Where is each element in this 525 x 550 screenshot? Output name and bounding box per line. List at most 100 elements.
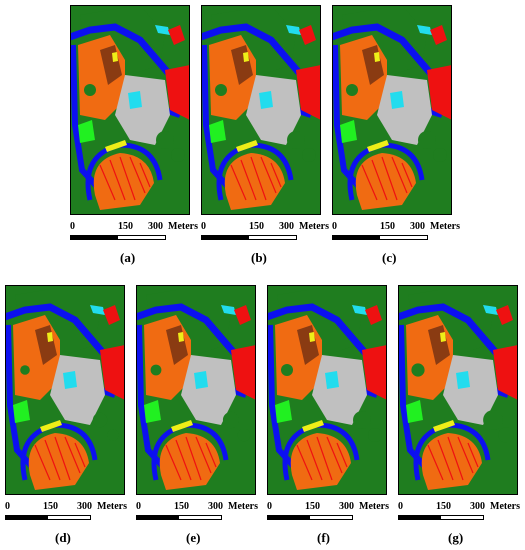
tick-300: 300 <box>148 221 163 232</box>
lime-patch <box>340 120 357 143</box>
red-right <box>427 65 452 120</box>
yellow-mark <box>440 332 446 342</box>
red-right <box>362 345 387 400</box>
unit-label: Meters <box>490 501 520 512</box>
orange-field <box>224 153 285 210</box>
tree <box>418 131 436 149</box>
parking-lot <box>181 355 236 425</box>
red-top <box>234 305 251 325</box>
tree <box>237 428 251 442</box>
yellow-mark <box>178 332 184 342</box>
orange-field <box>93 153 154 210</box>
tick-0: 0 <box>70 221 75 232</box>
panel-e <box>136 285 256 495</box>
field-stripes <box>296 436 348 481</box>
yellow-strip <box>433 420 455 432</box>
red-top <box>103 305 120 325</box>
cyan-roof-2 <box>90 305 105 315</box>
scalebar-c: 0 150 300 Meters <box>332 222 472 242</box>
scale-bar <box>70 235 166 240</box>
lime-patch <box>78 120 95 143</box>
red-top <box>365 305 382 325</box>
yellow-strip <box>367 140 389 152</box>
classification-map <box>5 285 125 495</box>
tick-0: 0 <box>398 501 403 512</box>
scale-bar <box>201 235 297 240</box>
cyan-roof-2 <box>417 25 432 35</box>
road-left <box>70 44 103 193</box>
yellow-strip <box>171 420 193 432</box>
cyan-roof-2 <box>221 305 236 315</box>
tick-0: 0 <box>332 221 337 232</box>
map-frame <box>398 285 518 495</box>
tree <box>498 427 514 443</box>
classification-map <box>136 285 256 495</box>
unit-label: Meters <box>228 501 258 512</box>
scalebar-a: 0 150 300 Meters <box>70 222 210 242</box>
cyan-roof <box>63 371 77 389</box>
parking-lot <box>443 355 498 425</box>
parking-lot <box>312 355 367 425</box>
yellow-strip <box>302 420 324 432</box>
field-stripes <box>99 156 151 201</box>
tree <box>156 131 174 149</box>
scalebar-e: 0 150 300 Meters <box>136 502 276 522</box>
red-right <box>296 65 321 120</box>
field-stripes <box>165 436 217 481</box>
panel-f <box>267 285 387 495</box>
caption-f: (f) <box>317 530 330 545</box>
road-left <box>5 324 38 473</box>
orange-field <box>290 433 351 490</box>
orange-field <box>28 433 89 490</box>
tree <box>483 410 503 430</box>
tick-0: 0 <box>267 501 272 512</box>
caption-e: (e) <box>186 530 201 545</box>
lime-patch <box>144 400 161 423</box>
orange-field <box>355 153 416 210</box>
road-left <box>201 44 234 193</box>
parking-lot <box>377 75 432 145</box>
tree <box>107 429 119 441</box>
tree <box>346 84 358 96</box>
scale-bar <box>398 515 484 520</box>
tick-300: 300 <box>339 501 354 512</box>
tick-150: 150 <box>174 501 189 512</box>
cyan-roof <box>128 91 142 109</box>
field-stripes <box>34 436 86 481</box>
cyan-roof <box>325 371 339 389</box>
red-right <box>165 65 190 120</box>
tick-300: 300 <box>279 221 294 232</box>
red-right <box>231 345 256 400</box>
scalebar-g: 0 150 300 Meters <box>398 502 523 522</box>
classification-map <box>398 285 518 495</box>
tree <box>411 363 425 377</box>
road-left <box>136 324 169 473</box>
cyan-roof <box>194 371 208 389</box>
caption-c: (c) <box>382 250 397 265</box>
caption-d: (d) <box>55 530 71 545</box>
lime-patch <box>13 400 30 423</box>
scale-bar <box>332 235 428 240</box>
classification-map <box>267 285 387 495</box>
unit-label: Meters <box>430 221 460 232</box>
yellow-strip <box>105 140 127 152</box>
parking-lot <box>115 75 170 145</box>
yellow-mark <box>47 332 53 342</box>
unit-label: Meters <box>97 501 127 512</box>
map-frame <box>5 285 125 495</box>
unit-label: Meters <box>359 501 389 512</box>
tick-150: 150 <box>380 221 395 232</box>
tree <box>171 148 185 162</box>
tree <box>302 148 316 162</box>
cyan-roof-2 <box>483 305 498 315</box>
cyan-roof <box>259 91 273 109</box>
yellow-mark <box>374 52 380 62</box>
panel-a <box>70 5 190 215</box>
cyan-roof-2 <box>155 25 170 35</box>
tree <box>84 84 96 96</box>
scale-bar <box>5 515 91 520</box>
map-frame <box>332 5 452 215</box>
yellow-mark <box>243 52 249 62</box>
tick-150: 150 <box>118 221 133 232</box>
panel-d <box>5 285 125 495</box>
